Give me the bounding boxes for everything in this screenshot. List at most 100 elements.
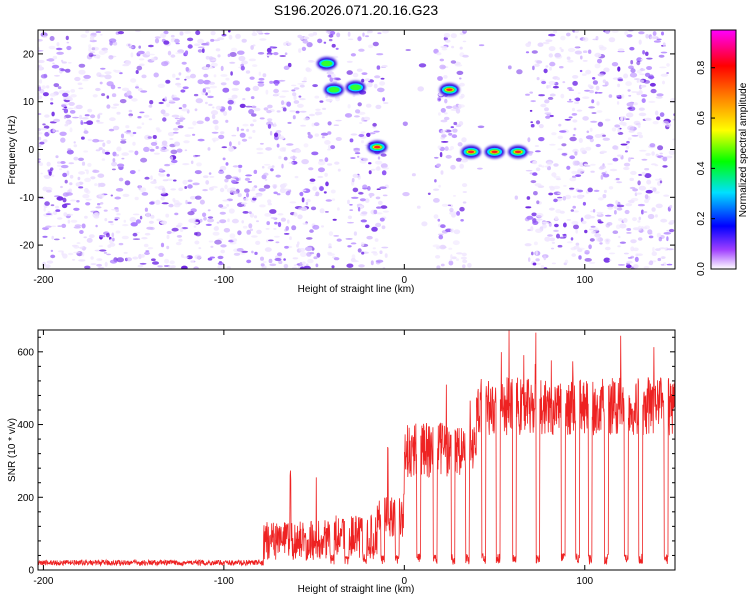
heatmap-noise (457, 142, 463, 147)
heatmap-noise (305, 246, 313, 252)
heatmap-noise (194, 155, 201, 157)
heatmap-noise (438, 184, 441, 188)
heatmap-noise (301, 197, 305, 203)
heatmap-noise (640, 85, 644, 88)
heatmap-noise (78, 69, 86, 75)
heatmap-noise (669, 228, 675, 233)
snr-ylabel: SNR (10 * v/v) (7, 418, 18, 482)
heatmap-noise (374, 238, 379, 242)
heatmap-noise (656, 38, 662, 41)
heatmap-noise (164, 149, 170, 152)
heatmap-noise (652, 187, 657, 192)
heatmap-noise (382, 167, 390, 170)
heatmap-noise (111, 232, 115, 238)
heatmap-noise (571, 170, 578, 175)
heatmap-noise (55, 209, 61, 212)
heatmap-noise (280, 100, 285, 106)
heatmap-noise (612, 145, 618, 150)
heatmap-noise (347, 245, 352, 248)
heatmap-noise (165, 213, 170, 218)
heatmap-noise (209, 176, 215, 178)
heatmap-noise (323, 41, 327, 44)
heatmap-noise (130, 222, 138, 227)
heatmap-noise (321, 225, 324, 228)
heatmap-noise (171, 231, 175, 234)
heatmap-noise (638, 134, 644, 139)
heatmap-noise (118, 177, 124, 182)
heatmap-noise (286, 143, 294, 146)
heatmap-noise (292, 266, 298, 269)
heatmap-noise (543, 68, 548, 74)
heatmap-noise (455, 124, 462, 128)
heatmap-noise (590, 163, 596, 166)
heatmap-noise (467, 262, 472, 268)
heatmap-noise (586, 130, 590, 134)
heatmap-noise (527, 137, 531, 143)
heatmap-noise (216, 221, 220, 224)
heatmap-noise (328, 34, 334, 38)
heatmap-noise (572, 160, 578, 166)
heatmap-noise (366, 235, 373, 240)
heatmap-noise (86, 120, 94, 125)
heatmap-noise (365, 224, 370, 229)
heatmap-noise (547, 234, 553, 237)
heatmap-noise (574, 46, 580, 49)
heatmap-noise (384, 253, 388, 258)
heatmap-noise (604, 81, 609, 87)
heatmap-noise (297, 103, 304, 108)
heatmap-noise (553, 163, 559, 167)
heatmap-noise (380, 205, 388, 209)
heatmap-noise (308, 33, 315, 37)
heatmap-noise (324, 140, 331, 145)
heatmap-noise (666, 248, 674, 251)
heatmap-noise (41, 85, 46, 90)
heatmap-noise (301, 189, 307, 192)
heatmap-noise (634, 256, 639, 262)
heatmap-noise (462, 201, 467, 204)
heatmap-noise (566, 56, 571, 60)
heatmap-noise (324, 157, 329, 163)
heatmap-noise (358, 48, 365, 52)
heatmap-noise (273, 94, 278, 97)
heatmap-noise (594, 91, 598, 94)
heatmap-noise (441, 47, 448, 51)
heatmap-noise (132, 256, 139, 260)
heatmap-noise (452, 128, 458, 133)
heatmap-noise (224, 184, 228, 190)
heatmap-noise (557, 244, 563, 248)
heatmap-noise (177, 222, 183, 227)
heatmap-noise (65, 213, 74, 216)
heatmap-noise (187, 37, 194, 42)
heatmap-noise (258, 71, 261, 76)
heatmap-noise (70, 89, 76, 93)
heatmap-noise (373, 252, 378, 256)
heatmap-noise (335, 47, 339, 50)
heatmap-noise (174, 212, 179, 216)
heatmap-noise (612, 157, 619, 162)
heatmap-noise (532, 160, 538, 165)
heatmap-noise (126, 90, 132, 96)
heatmap-noise (185, 67, 189, 72)
heatmap-noise (350, 53, 356, 57)
heatmap-noise (626, 232, 632, 234)
heatmap-noise (638, 216, 642, 221)
heatmap-noise (574, 98, 579, 100)
heatmap-noise (207, 95, 214, 99)
heatmap-noise (627, 199, 635, 203)
heatmap-noise (602, 79, 607, 84)
heatmap-noise (78, 63, 86, 68)
heatmap-noise (100, 202, 104, 205)
heatmap-noise (218, 134, 225, 140)
heatmap-noise (548, 33, 556, 37)
heatmap-noise (135, 219, 141, 224)
heatmap-noise (525, 93, 530, 96)
heatmap-noise (149, 100, 154, 105)
heatmap-noise (259, 38, 267, 41)
heatmap-noise (562, 234, 567, 236)
snr-ytick-label: 600 (17, 347, 34, 358)
heatmap-noise (166, 173, 170, 177)
heatmap-noise (533, 191, 538, 196)
heatmap-noise (607, 206, 614, 210)
heatmap-noise (352, 72, 359, 78)
heatmap-noise (303, 76, 307, 82)
